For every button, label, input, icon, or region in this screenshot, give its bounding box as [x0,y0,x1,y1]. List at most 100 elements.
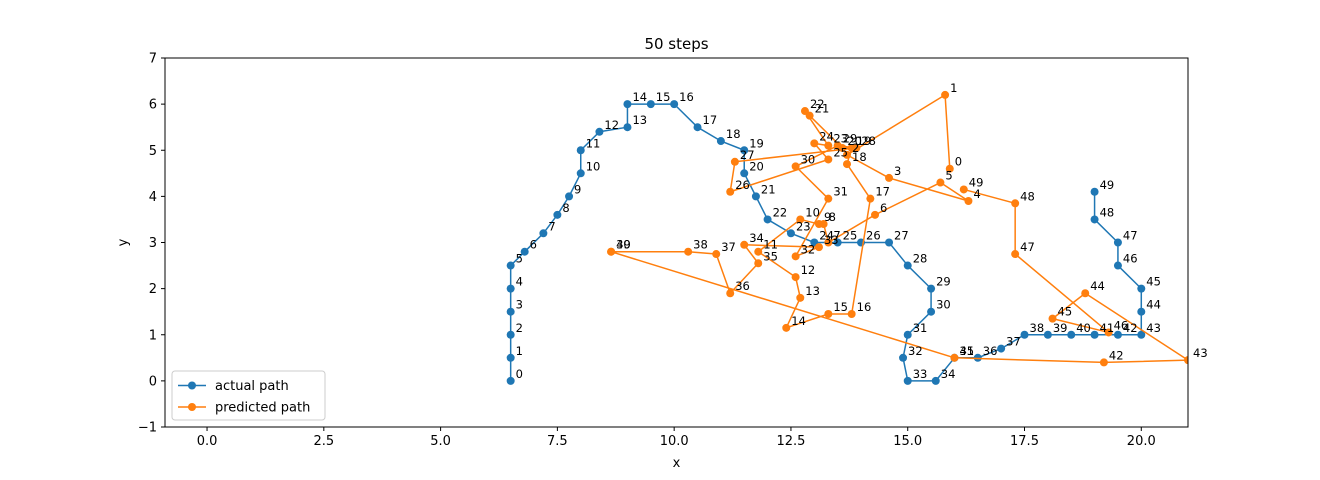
predicted-point [791,252,800,261]
x-tick-label: 5.0 [430,434,451,449]
predicted-point-label: 9 [824,210,831,224]
actual-point [1090,187,1099,196]
predicted-point-label: 6 [880,201,887,215]
actual-point-label: 6 [530,238,537,252]
predicted-point [945,164,954,173]
predicted-point [730,157,739,166]
actual-point-label: 23 [796,219,811,233]
predicted-point-label: 43 [1193,346,1208,360]
actual-point-label: 21 [761,182,776,196]
actual-point-label: 31 [913,321,928,335]
predicted-point-label: 13 [805,284,820,298]
x-tick-label: 10.0 [660,434,689,449]
predicted-point-label: 32 [801,242,816,256]
y-tick-label: 3 [149,236,157,251]
actual-point [565,192,574,201]
predicted-point [847,309,856,318]
series-layer [506,90,1188,385]
predicted-point [833,141,842,150]
actual-point [623,123,632,132]
x-tick-label: 12.5 [776,434,805,449]
actual-point [927,307,936,316]
predicted-point [740,240,749,249]
predicted-point [824,194,833,203]
actual-point [670,100,679,109]
predicted-point [959,185,968,194]
actual-point-label: 8 [562,201,569,215]
actual-point [751,192,760,201]
actual-point-label: 29 [936,275,951,289]
predicted-point-label: 45 [1058,305,1073,319]
predicted-point-label: 26 [735,178,750,192]
actual-point-label: 30 [936,298,951,312]
actual-point-label: 32 [908,344,923,358]
predicted-point-label: 11 [763,238,778,252]
predicted-point [814,243,823,252]
predicted-point [1011,250,1020,259]
predicted-point [1184,356,1188,365]
legend: actual path predicted path [171,370,326,421]
predicted-point-label: 37 [721,240,736,254]
x-axis-label: x [673,456,681,471]
actual-point-label: 0 [516,367,523,381]
actual-point-label: 1 [516,344,523,358]
predicted-point [726,187,735,196]
actual-point [1090,215,1099,224]
predicted-point [871,210,880,219]
predicted-point-label: 0 [955,155,962,169]
actual-point [931,376,940,385]
predicted-point [1081,289,1090,298]
predicted-point-label: 33 [824,233,839,247]
x-tick-label: 2.5 [313,434,334,449]
actual-point-label: 24 [819,229,834,243]
predicted-point [800,107,809,116]
actual-point [903,330,912,339]
actual-point [927,284,936,293]
actual-point [539,229,548,238]
actual-point [885,238,894,247]
predicted-point-label: 3 [894,164,901,178]
predicted-point-label: 27 [740,148,755,162]
predicted-point-label: 5 [945,169,952,183]
predicted-point [796,293,805,302]
x-tick-label: 0.0 [197,434,218,449]
predicted-point-label: 36 [735,279,750,293]
actual-point [903,376,912,385]
actual-point [833,238,842,247]
predicted-point [885,173,894,182]
predicted-point [754,247,763,256]
predicted-point [684,247,693,256]
actual-point [1067,330,1076,339]
actual-point [553,210,562,219]
actual-point [506,376,515,385]
predicted-point-label: 12 [801,263,816,277]
y-tick-label: 7 [149,52,157,67]
actual-point-label: 22 [773,205,788,219]
actual-point [506,284,515,293]
legend-label-predicted: predicted path [215,401,310,416]
actual-point-label: 12 [604,118,619,132]
predicted-point-label: 7 [833,229,840,243]
actual-point-label: 44 [1146,298,1161,312]
legend-marker-predicted [188,403,196,411]
actual-point-label: 18 [726,127,741,141]
y-tick-label: −1 [138,421,157,436]
actual-point-label: 3 [516,298,523,312]
predicted-point [814,220,823,229]
predicted-point [796,215,805,224]
predicted-point-label: 42 [1109,348,1124,362]
predicted-point-label: 29 [843,132,858,146]
predicted-point [712,250,721,259]
legend-marker-actual [188,381,196,390]
predicted-point [824,141,833,150]
predicted-point-label: 21 [815,102,830,116]
axes-layer: 0.0 2.5 5.0 7.5 10.0 12.5 15.0 17.5 20.0−1012345… [138,52,1156,450]
actual-point-label: 2 [516,321,523,335]
y-tick-label: 1 [149,328,157,343]
actual-point [763,215,772,224]
predicted-point-label: 17 [875,185,890,199]
x-tick-label: 7.5 [547,434,568,449]
y-tick-label: 0 [149,374,157,389]
y-tick-label: 4 [149,190,157,205]
